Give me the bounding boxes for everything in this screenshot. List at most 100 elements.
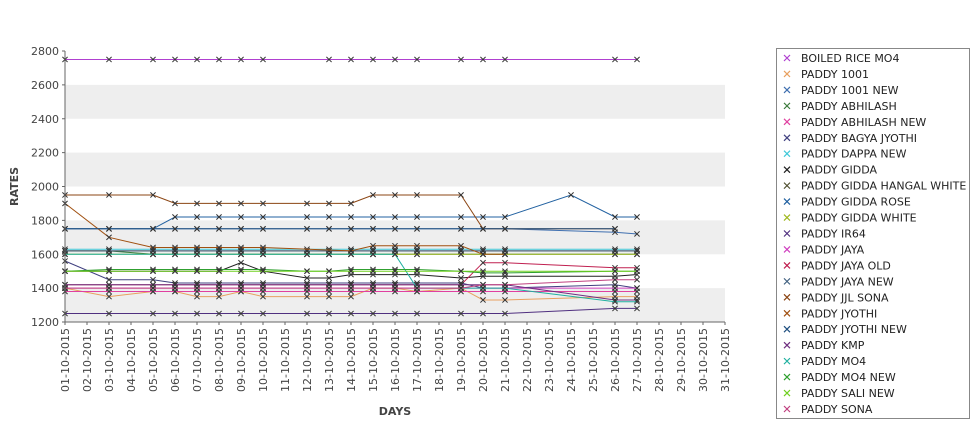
data-point: [260, 56, 266, 63]
legend-item-label: PADDY JAYA OLD: [801, 259, 891, 272]
y-tick-label: 2600: [31, 79, 59, 92]
data-point: [238, 251, 244, 258]
data-point: [502, 251, 508, 258]
data-point: [238, 285, 244, 292]
data-point: [392, 251, 398, 258]
data-point: [348, 200, 354, 207]
data-point: [194, 244, 200, 251]
data-point: [612, 214, 618, 220]
data-point: [370, 310, 376, 317]
data-point: [458, 268, 464, 275]
data-point: [106, 225, 112, 232]
legend-item-label: BOILED RICE MO4: [801, 52, 899, 65]
data-point: [414, 225, 420, 232]
data-point: [150, 310, 156, 317]
legend-item-label: PADDY MO4 NEW: [801, 371, 896, 384]
x-tick-label: 02-10-2015: [81, 328, 94, 392]
data-point: [260, 225, 266, 232]
data-point: [106, 310, 112, 317]
x-tick-label: 20-10-2015: [477, 328, 490, 392]
data-point: [458, 56, 464, 63]
data-point: [194, 200, 200, 207]
legend-marker: [783, 309, 791, 317]
data-point: [238, 259, 244, 266]
data-point: [216, 225, 222, 232]
data-point: [304, 268, 310, 275]
data-point: [194, 251, 200, 258]
data-point: [348, 293, 354, 300]
data-point: [392, 310, 398, 317]
x-tick-label: 07-10-2015: [191, 328, 204, 392]
data-point: [172, 310, 178, 317]
x-tick-label: 18-10-2015: [433, 328, 446, 392]
y-tick-label: 2400: [31, 113, 59, 126]
data-point: [238, 200, 244, 207]
legend-item-label: PADDY KMP: [801, 339, 865, 352]
data-point: [480, 268, 486, 275]
legend-item-label: PADDY BAGYA JYOTHI: [801, 132, 917, 145]
data-point: [348, 214, 354, 220]
data-point: [612, 298, 618, 305]
data-point: [414, 285, 420, 292]
legend-marker: [783, 405, 791, 413]
data-point: [458, 214, 464, 220]
x-tick-label: 06-10-2015: [169, 328, 182, 392]
data-point: [260, 310, 266, 317]
data-point: [480, 225, 486, 232]
legend-box: [776, 48, 970, 419]
y-tick-label: 2200: [31, 147, 59, 160]
grid-band: [65, 288, 725, 322]
data-point: [612, 276, 618, 283]
legend-marker: [783, 341, 791, 349]
data-point: [634, 230, 640, 237]
data-point: [216, 244, 222, 251]
series-0: [62, 56, 640, 63]
data-point: [502, 268, 508, 275]
data-point: [260, 244, 266, 251]
data-point: [106, 251, 112, 258]
x-tick-label: 15-10-2015: [367, 328, 380, 392]
data-point: [348, 225, 354, 232]
data-point: [634, 285, 640, 292]
legend: BOILED RICE MO4 PADDY 1001 PADDY 1001 NEW P…: [776, 48, 970, 419]
data-point: [150, 285, 156, 292]
y-tick-label: 1400: [31, 282, 59, 295]
data-point: [370, 225, 376, 232]
legend-item-label: PADDY ABHILASH NEW: [801, 116, 926, 129]
x-tick-label: 01-10-2015: [59, 328, 72, 392]
data-point: [634, 56, 640, 63]
legend-marker: [783, 214, 791, 221]
data-point: [326, 200, 332, 207]
y-tick-label: 1200: [31, 316, 59, 329]
data-point: [480, 56, 486, 63]
legend-item-label: PADDY JYOTHI: [801, 307, 877, 320]
data-point: [480, 281, 486, 288]
data-point: [480, 310, 486, 317]
y-tick-label: 1600: [31, 248, 59, 261]
data-point: [480, 251, 486, 258]
series-line: [65, 194, 637, 230]
x-tick-label: 08-10-2015: [213, 328, 226, 392]
data-point: [392, 242, 398, 249]
data-point: [260, 293, 266, 300]
data-point: [612, 285, 618, 292]
data-point: [370, 251, 376, 258]
data-point: [326, 285, 332, 292]
legend-marker: [783, 70, 791, 78]
data-point: [414, 214, 420, 220]
data-point: [502, 225, 508, 232]
data-point: [348, 285, 354, 292]
series-16: [62, 200, 508, 258]
axes-layer: 1200 1400 1600 1800 2000 2200 2400 2600 2800 01-1…: [31, 45, 732, 392]
data-point: [150, 56, 156, 63]
legend-item-label: PADDY SALI NEW: [801, 387, 895, 400]
data-point: [106, 285, 112, 292]
data-point: [194, 293, 200, 300]
data-point: [106, 192, 112, 198]
data-point: [238, 268, 244, 275]
legend-item-label: PADDY JAYA NEW: [801, 275, 894, 288]
data-point: [194, 214, 200, 220]
data-point: [326, 251, 332, 258]
data-point: [612, 305, 618, 312]
